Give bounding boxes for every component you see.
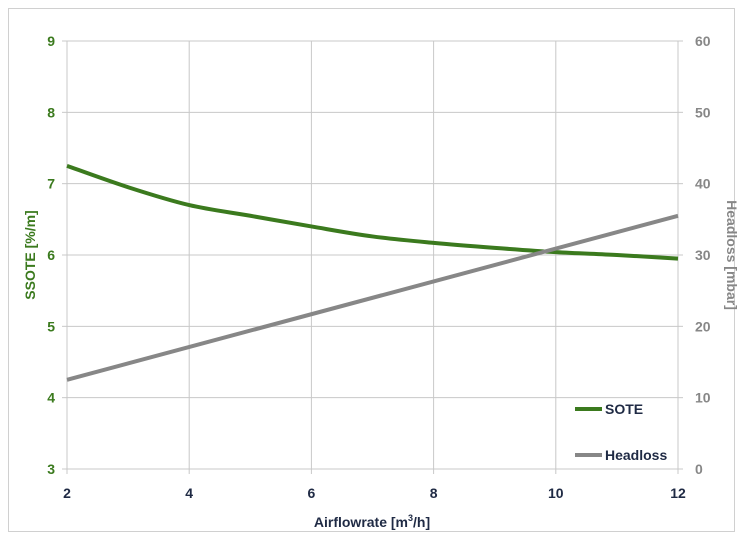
y-tick-label: 8 — [47, 104, 55, 120]
legend-label-headloss: Headloss — [605, 447, 667, 463]
y2-tick-label: 50 — [695, 104, 711, 120]
x-tick-label: 12 — [670, 485, 686, 501]
x-axis-label-tail: /h] — [413, 514, 430, 530]
y2-tick-label: 20 — [695, 318, 711, 334]
x-axis-label-main: Airflowrate [m — [314, 514, 408, 530]
x-tick-label: 2 — [63, 485, 71, 501]
x-tick-label: 6 — [308, 485, 316, 501]
x-tick-label: 4 — [185, 485, 193, 501]
x-tick-label: 8 — [430, 485, 438, 501]
y-tick-label: 5 — [47, 318, 55, 334]
y-axis-label: SSOTE [%/m] — [22, 210, 38, 299]
y2-tick-label: 0 — [695, 461, 703, 477]
series-line-headloss — [67, 216, 678, 380]
x-tick-label: 10 — [548, 485, 564, 501]
y2-tick-label: 40 — [695, 176, 711, 192]
legend: SOTE Headloss — [575, 401, 667, 463]
x-axis-label: Airflowrate [m3/h] — [314, 513, 430, 530]
series-line-sote — [67, 166, 678, 259]
y-tick-label: 7 — [47, 176, 55, 192]
y-tick-label: 6 — [47, 247, 55, 263]
y2-tick-label: 10 — [695, 390, 711, 406]
y2-tick-label: 60 — [695, 33, 711, 49]
y-tick-label: 9 — [47, 33, 55, 49]
y-tick-label: 3 — [47, 461, 55, 477]
series-lines — [67, 166, 678, 380]
y2-tick-label: 30 — [695, 247, 711, 263]
legend-label-sote: SOTE — [605, 401, 643, 417]
y-tick-label: 4 — [47, 390, 55, 406]
y2-axis-label: Headloss [mbar] — [724, 200, 740, 310]
tick-labels: 3 4 5 6 7 8 9 0 10 20 30 40 50 60 2 4 6 8 10 12 — [47, 33, 711, 501]
